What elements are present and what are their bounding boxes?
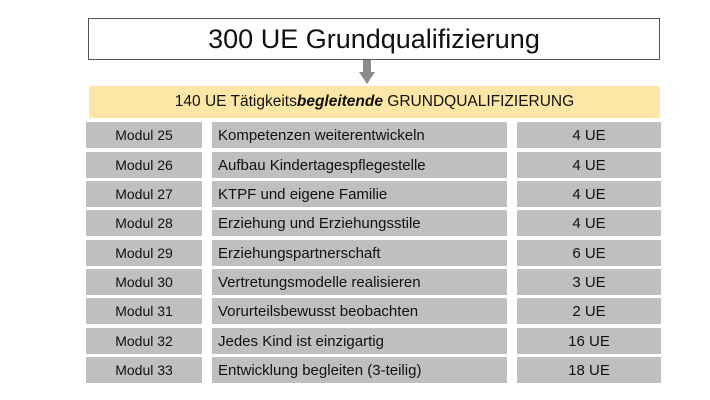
ue-cell: 4 UE xyxy=(517,122,661,148)
table-row: Modul 25 Kompetenzen weiterentwickeln 4 … xyxy=(0,122,710,148)
module-title-cell: Entwicklung begleiten (3-teilig) xyxy=(212,357,507,383)
table-row: Modul 31 Vorurteilsbewusst beobachten 2 … xyxy=(0,298,710,324)
table-row: Modul 28 Erziehung und Erziehungsstile 4… xyxy=(0,210,710,236)
table-row: Modul 27 KTPF und eigene Familie 4 UE xyxy=(0,181,710,207)
module-title-cell: Vertretungsmodelle realisieren xyxy=(212,269,507,295)
subtitle-band: 140 UE Tätigkeits begleitende GRUNDQUALIF… xyxy=(89,86,660,118)
module-title-cell: Jedes Kind ist einzigartig xyxy=(212,328,507,354)
modul-cell: Modul 30 xyxy=(86,269,202,295)
main-title: 300 UE Grundqualifizierung xyxy=(208,23,540,54)
table-row: Modul 26 Aufbau Kindertagespflegestelle … xyxy=(0,152,710,178)
subtitle-suffix: GRUNDQUALIFIZIERUNG xyxy=(383,93,575,110)
ue-cell: 18 UE xyxy=(517,357,661,383)
subtitle-prefix: 140 UE Tätigkeits xyxy=(174,93,297,110)
modul-cell: Modul 25 xyxy=(86,122,202,148)
ue-cell: 2 UE xyxy=(517,298,661,324)
table-row: Modul 29 Erziehungspartnerschaft 6 UE xyxy=(0,240,710,266)
table-row: Modul 33 Entwicklung begleiten (3-teilig… xyxy=(0,357,710,383)
ue-cell: 3 UE xyxy=(517,269,661,295)
module-title-cell: Kompetenzen weiterentwickeln xyxy=(212,122,507,148)
table-row: Modul 32 Jedes Kind ist einzigartig 16 U… xyxy=(0,328,710,354)
module-title-cell: Aufbau Kindertagespflegestelle xyxy=(212,152,507,178)
down-arrow-icon xyxy=(359,60,375,84)
modul-cell: Modul 27 xyxy=(86,181,202,207)
ue-cell: 4 UE xyxy=(517,181,661,207)
table-row: Modul 30 Vertretungsmodelle realisieren … xyxy=(0,269,710,295)
main-title-box: 300 UE Grundqualifizierung xyxy=(88,18,660,60)
ue-cell: 6 UE xyxy=(517,240,661,266)
ue-cell: 4 UE xyxy=(517,210,661,236)
modul-cell: Modul 26 xyxy=(86,152,202,178)
modul-cell: Modul 29 xyxy=(86,240,202,266)
modul-cell: Modul 31 xyxy=(86,298,202,324)
modul-cell: Modul 32 xyxy=(86,328,202,354)
module-title-cell: KTPF und eigene Familie xyxy=(212,181,507,207)
module-title-cell: Erziehungspartnerschaft xyxy=(212,240,507,266)
modul-cell: Modul 33 xyxy=(86,357,202,383)
module-title-cell: Erziehung und Erziehungsstile xyxy=(212,210,507,236)
ue-cell: 16 UE xyxy=(517,328,661,354)
ue-cell: 4 UE xyxy=(517,152,661,178)
modul-cell: Modul 28 xyxy=(86,210,202,236)
module-title-cell: Vorurteilsbewusst beobachten xyxy=(212,298,507,324)
subtitle-emphasis: begleitende xyxy=(296,93,383,110)
